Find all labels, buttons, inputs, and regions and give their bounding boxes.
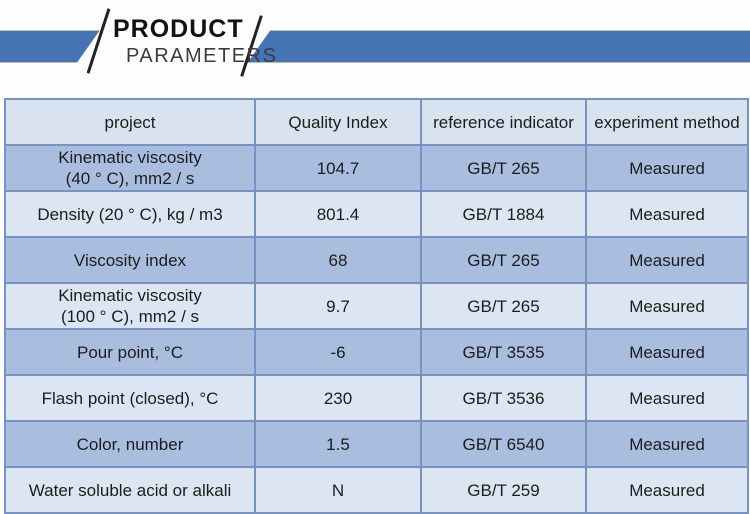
cell-reference-indicator: GB/T 1884 <box>420 190 587 238</box>
cell-project: Viscosity index <box>4 236 256 284</box>
cell-experiment-method: Measured <box>585 190 749 238</box>
cell-project: Pour point, °C <box>4 328 256 376</box>
cell-project: Color, number <box>4 420 256 468</box>
table-row: Density (20 ° C), kg / m3 801.4 GB/T 188… <box>4 190 749 238</box>
cell-experiment-method: Measured <box>585 236 749 284</box>
cell-project: Kinematic viscosity (100 ° C), mm2 / s <box>4 282 256 330</box>
table-row: Color, number 1.5 GB/T 6540 Measured <box>4 420 749 468</box>
cell-experiment-method: Measured <box>585 144 749 192</box>
cell-experiment-method: Measured <box>585 374 749 422</box>
cell-quality-index: 68 <box>254 236 422 284</box>
cell-reference-indicator: GB/T 265 <box>420 282 587 330</box>
product-parameters-banner: PRODUCT PARAMETERS <box>0 0 750 97</box>
cell-reference-indicator: GB/T 3536 <box>420 374 587 422</box>
column-header-experiment-method: experiment method <box>585 98 749 146</box>
cell-reference-indicator: GB/T 265 <box>420 236 587 284</box>
cell-reference-indicator: GB/T 265 <box>420 144 587 192</box>
cell-project: Kinematic viscosity (40 ° C), mm2 / s <box>4 144 256 192</box>
table-row: Kinematic viscosity (100 ° C), mm2 / s 9… <box>4 282 749 330</box>
table-row: Kinematic viscosity (40 ° C), mm2 / s 10… <box>4 144 749 192</box>
table-row: Water soluble acid or alkali N GB/T 259 … <box>4 466 749 514</box>
cell-quality-index: 9.7 <box>254 282 422 330</box>
cell-project: Flash point (closed), °C <box>4 374 256 422</box>
cell-experiment-method: Measured <box>585 466 749 514</box>
cell-quality-index: N <box>254 466 422 514</box>
cell-experiment-method: Measured <box>585 328 749 376</box>
cell-quality-index: -6 <box>254 328 422 376</box>
column-header-project: project <box>4 98 256 146</box>
cell-project: Density (20 ° C), kg / m3 <box>4 190 256 238</box>
banner-white-gap <box>76 28 272 64</box>
cell-reference-indicator: GB/T 259 <box>420 466 587 514</box>
banner-title-product: PRODUCT <box>113 15 244 43</box>
cell-quality-index: 1.5 <box>254 420 422 468</box>
column-header-reference-indicator: reference indicator <box>420 98 587 146</box>
cell-quality-index: 801.4 <box>254 190 422 238</box>
cell-reference-indicator: GB/T 3535 <box>420 328 587 376</box>
cell-experiment-method: Measured <box>585 420 749 468</box>
table-row: Pour point, °C -6 GB/T 3535 Measured <box>4 328 749 376</box>
cell-quality-index: 104.7 <box>254 144 422 192</box>
product-spec-table: project Quality Index reference indicato… <box>4 98 749 514</box>
banner-title-parameters: PARAMETERS <box>126 45 278 67</box>
cell-quality-index: 230 <box>254 374 422 422</box>
cell-project: Water soluble acid or alkali <box>4 466 256 514</box>
table-row: Viscosity index 68 GB/T 265 Measured <box>4 236 749 284</box>
cell-reference-indicator: GB/T 6540 <box>420 420 587 468</box>
column-header-quality-index: Quality Index <box>254 98 422 146</box>
cell-experiment-method: Measured <box>585 282 749 330</box>
table-row: Flash point (closed), °C 230 GB/T 3536 M… <box>4 374 749 422</box>
table-header-row: project Quality Index reference indicato… <box>4 98 749 146</box>
